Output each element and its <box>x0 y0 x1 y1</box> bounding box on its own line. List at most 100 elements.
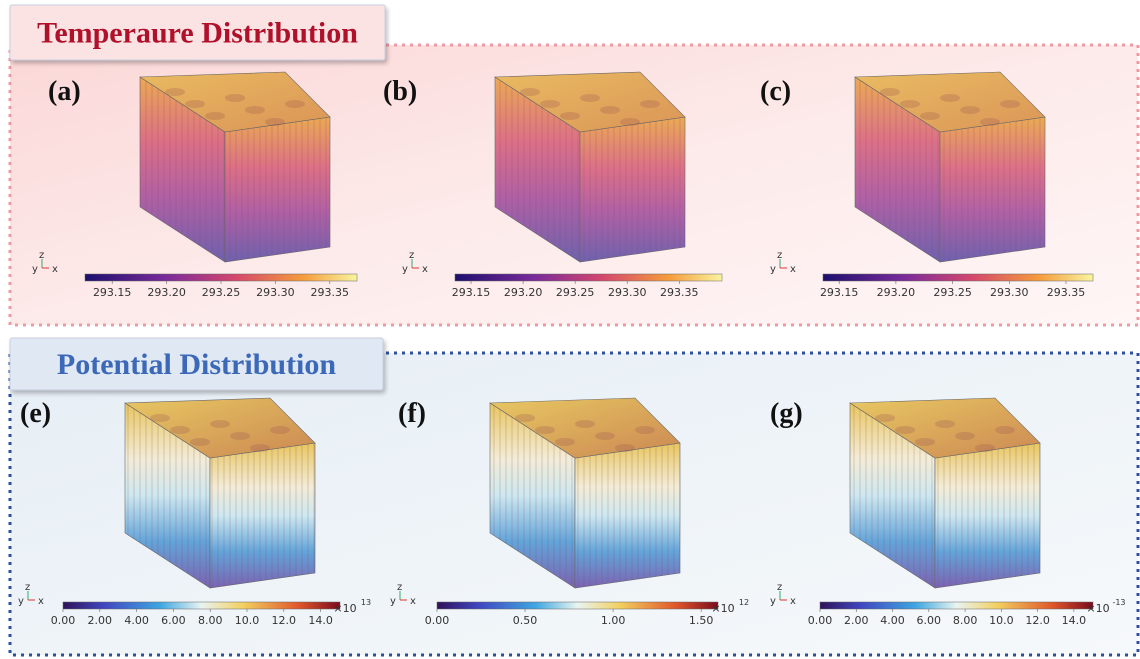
colorbar-tick-label: 293.25 <box>556 286 595 299</box>
cube-texture <box>515 414 535 422</box>
colorbar-tick-label: 293.35 <box>311 286 350 299</box>
triad-label: y <box>18 596 24 607</box>
colorbar <box>437 602 718 609</box>
colorbar-tick-label: 293.30 <box>256 286 295 299</box>
colorbar <box>85 274 357 281</box>
colorbar-tick-label: 10.0 <box>989 614 1014 627</box>
cube-texture <box>150 414 170 422</box>
panel-label: (a) <box>48 76 81 107</box>
cube-texture <box>940 94 960 102</box>
colorbar-tick-label: 2.00 <box>844 614 869 627</box>
cube-texture <box>935 420 955 428</box>
colorbar-tick-label: 2.00 <box>88 614 113 627</box>
colorbar-tick-label: 1.50 <box>689 614 714 627</box>
colorbar <box>823 274 1093 281</box>
cube-texture <box>595 432 615 440</box>
colorbar-exponent: -13 <box>1112 598 1125 607</box>
section-title: Potential Distribution <box>57 348 336 381</box>
cube-texture <box>270 426 290 434</box>
colorbar-tick-label: 4.00 <box>124 614 149 627</box>
colorbar-tick-label: 10.0 <box>235 614 260 627</box>
colorbar-tick-label: 293.35 <box>660 286 699 299</box>
cube-texture <box>955 432 975 440</box>
cube-texture <box>915 438 935 446</box>
cube-texture <box>940 117 1045 262</box>
colorbar-multiplier: ×10 <box>1086 602 1109 615</box>
triad-label: x <box>52 264 58 275</box>
colorbar-tick-label: 0.00 <box>425 614 450 627</box>
triad-label: z <box>397 582 402 593</box>
cube-texture <box>900 100 920 108</box>
cube-texture <box>640 100 660 108</box>
cube-texture <box>225 94 245 102</box>
triad-label: x <box>422 264 428 275</box>
cube-texture <box>285 100 305 108</box>
cube-texture <box>575 443 680 588</box>
cube-texture <box>560 112 580 120</box>
cube-texture <box>210 443 315 588</box>
panel-label: (f) <box>398 398 426 429</box>
colorbar-multiplier: ×10 <box>711 602 734 615</box>
cube-texture <box>165 88 185 96</box>
colorbar-tick-label: 293.35 <box>1047 286 1086 299</box>
cube-texture <box>880 88 900 96</box>
cube-texture <box>580 94 600 102</box>
triad-label: y <box>770 596 776 607</box>
colorbar <box>455 274 722 281</box>
triad-label: x <box>790 596 796 607</box>
panel-label: (c) <box>760 76 791 107</box>
colorbar-tick-label: 293.20 <box>877 286 916 299</box>
cube-texture <box>250 444 270 452</box>
cube-texture <box>920 112 940 120</box>
cube-texture <box>1000 100 1020 108</box>
colorbar <box>820 602 1093 609</box>
colorbar-tick-label: 14.0 <box>308 614 333 627</box>
cube-texture <box>600 106 620 114</box>
colorbar <box>63 602 340 609</box>
cube-texture <box>225 117 330 262</box>
panel-label: (b) <box>383 76 417 107</box>
colorbar-tick-label: 293.15 <box>93 286 132 299</box>
cube-texture <box>555 438 575 446</box>
triad-label: y <box>402 264 408 275</box>
colorbar-tick-label: 0.00 <box>808 614 833 627</box>
colorbar-tick-label: 293.30 <box>608 286 647 299</box>
colorbar-tick-label: 293.20 <box>147 286 186 299</box>
colorbar-tick-label: 8.00 <box>953 614 978 627</box>
panel-label: (e) <box>20 398 51 429</box>
cube-texture <box>205 112 225 120</box>
cube-texture <box>210 420 230 428</box>
colorbar-multiplier: ×10 <box>333 602 356 615</box>
colorbar-exponent: 12 <box>739 598 749 607</box>
cube-texture <box>620 118 640 126</box>
cube-texture <box>520 88 540 96</box>
colorbar-exponent: 13 <box>361 598 371 607</box>
colorbar-tick-label: 0.50 <box>513 614 538 627</box>
triad-label: z <box>409 250 414 261</box>
triad-label: y <box>770 264 776 275</box>
triad-label: z <box>39 250 44 261</box>
cube-texture <box>580 117 685 262</box>
colorbar-tick-label: 1.00 <box>601 614 626 627</box>
cube-texture <box>170 426 190 434</box>
triad-label: x <box>410 596 416 607</box>
cube-texture <box>185 100 205 108</box>
triad-label: y <box>32 264 38 275</box>
colorbar-tick-label: 293.20 <box>504 286 543 299</box>
cube-texture <box>635 426 655 434</box>
colorbar-tick-label: 293.30 <box>990 286 1029 299</box>
triad-label: z <box>777 250 782 261</box>
colorbar-tick-label: 293.15 <box>452 286 491 299</box>
cube-texture <box>575 420 595 428</box>
triad-label: z <box>25 582 30 593</box>
cube-texture <box>875 414 895 422</box>
colorbar-tick-label: 12.0 <box>272 614 297 627</box>
colorbar-tick-label: 293.25 <box>933 286 972 299</box>
cube-texture <box>245 106 265 114</box>
triad-label: x <box>790 264 796 275</box>
cube-texture <box>935 443 1040 588</box>
colorbar-tick-label: 8.00 <box>198 614 223 627</box>
cube-texture <box>535 426 555 434</box>
figure: Temperaure Distribution(a)yzx293.15293.2… <box>0 0 1140 659</box>
